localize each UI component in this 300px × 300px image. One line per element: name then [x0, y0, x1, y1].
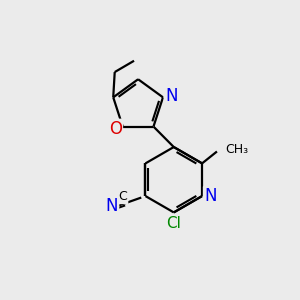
Text: N: N — [204, 187, 217, 205]
Text: Cl: Cl — [166, 216, 181, 231]
Text: N: N — [165, 87, 178, 105]
Text: CH₃: CH₃ — [225, 142, 248, 156]
Text: N: N — [106, 197, 118, 215]
Text: C: C — [118, 190, 127, 203]
Text: O: O — [109, 120, 122, 138]
